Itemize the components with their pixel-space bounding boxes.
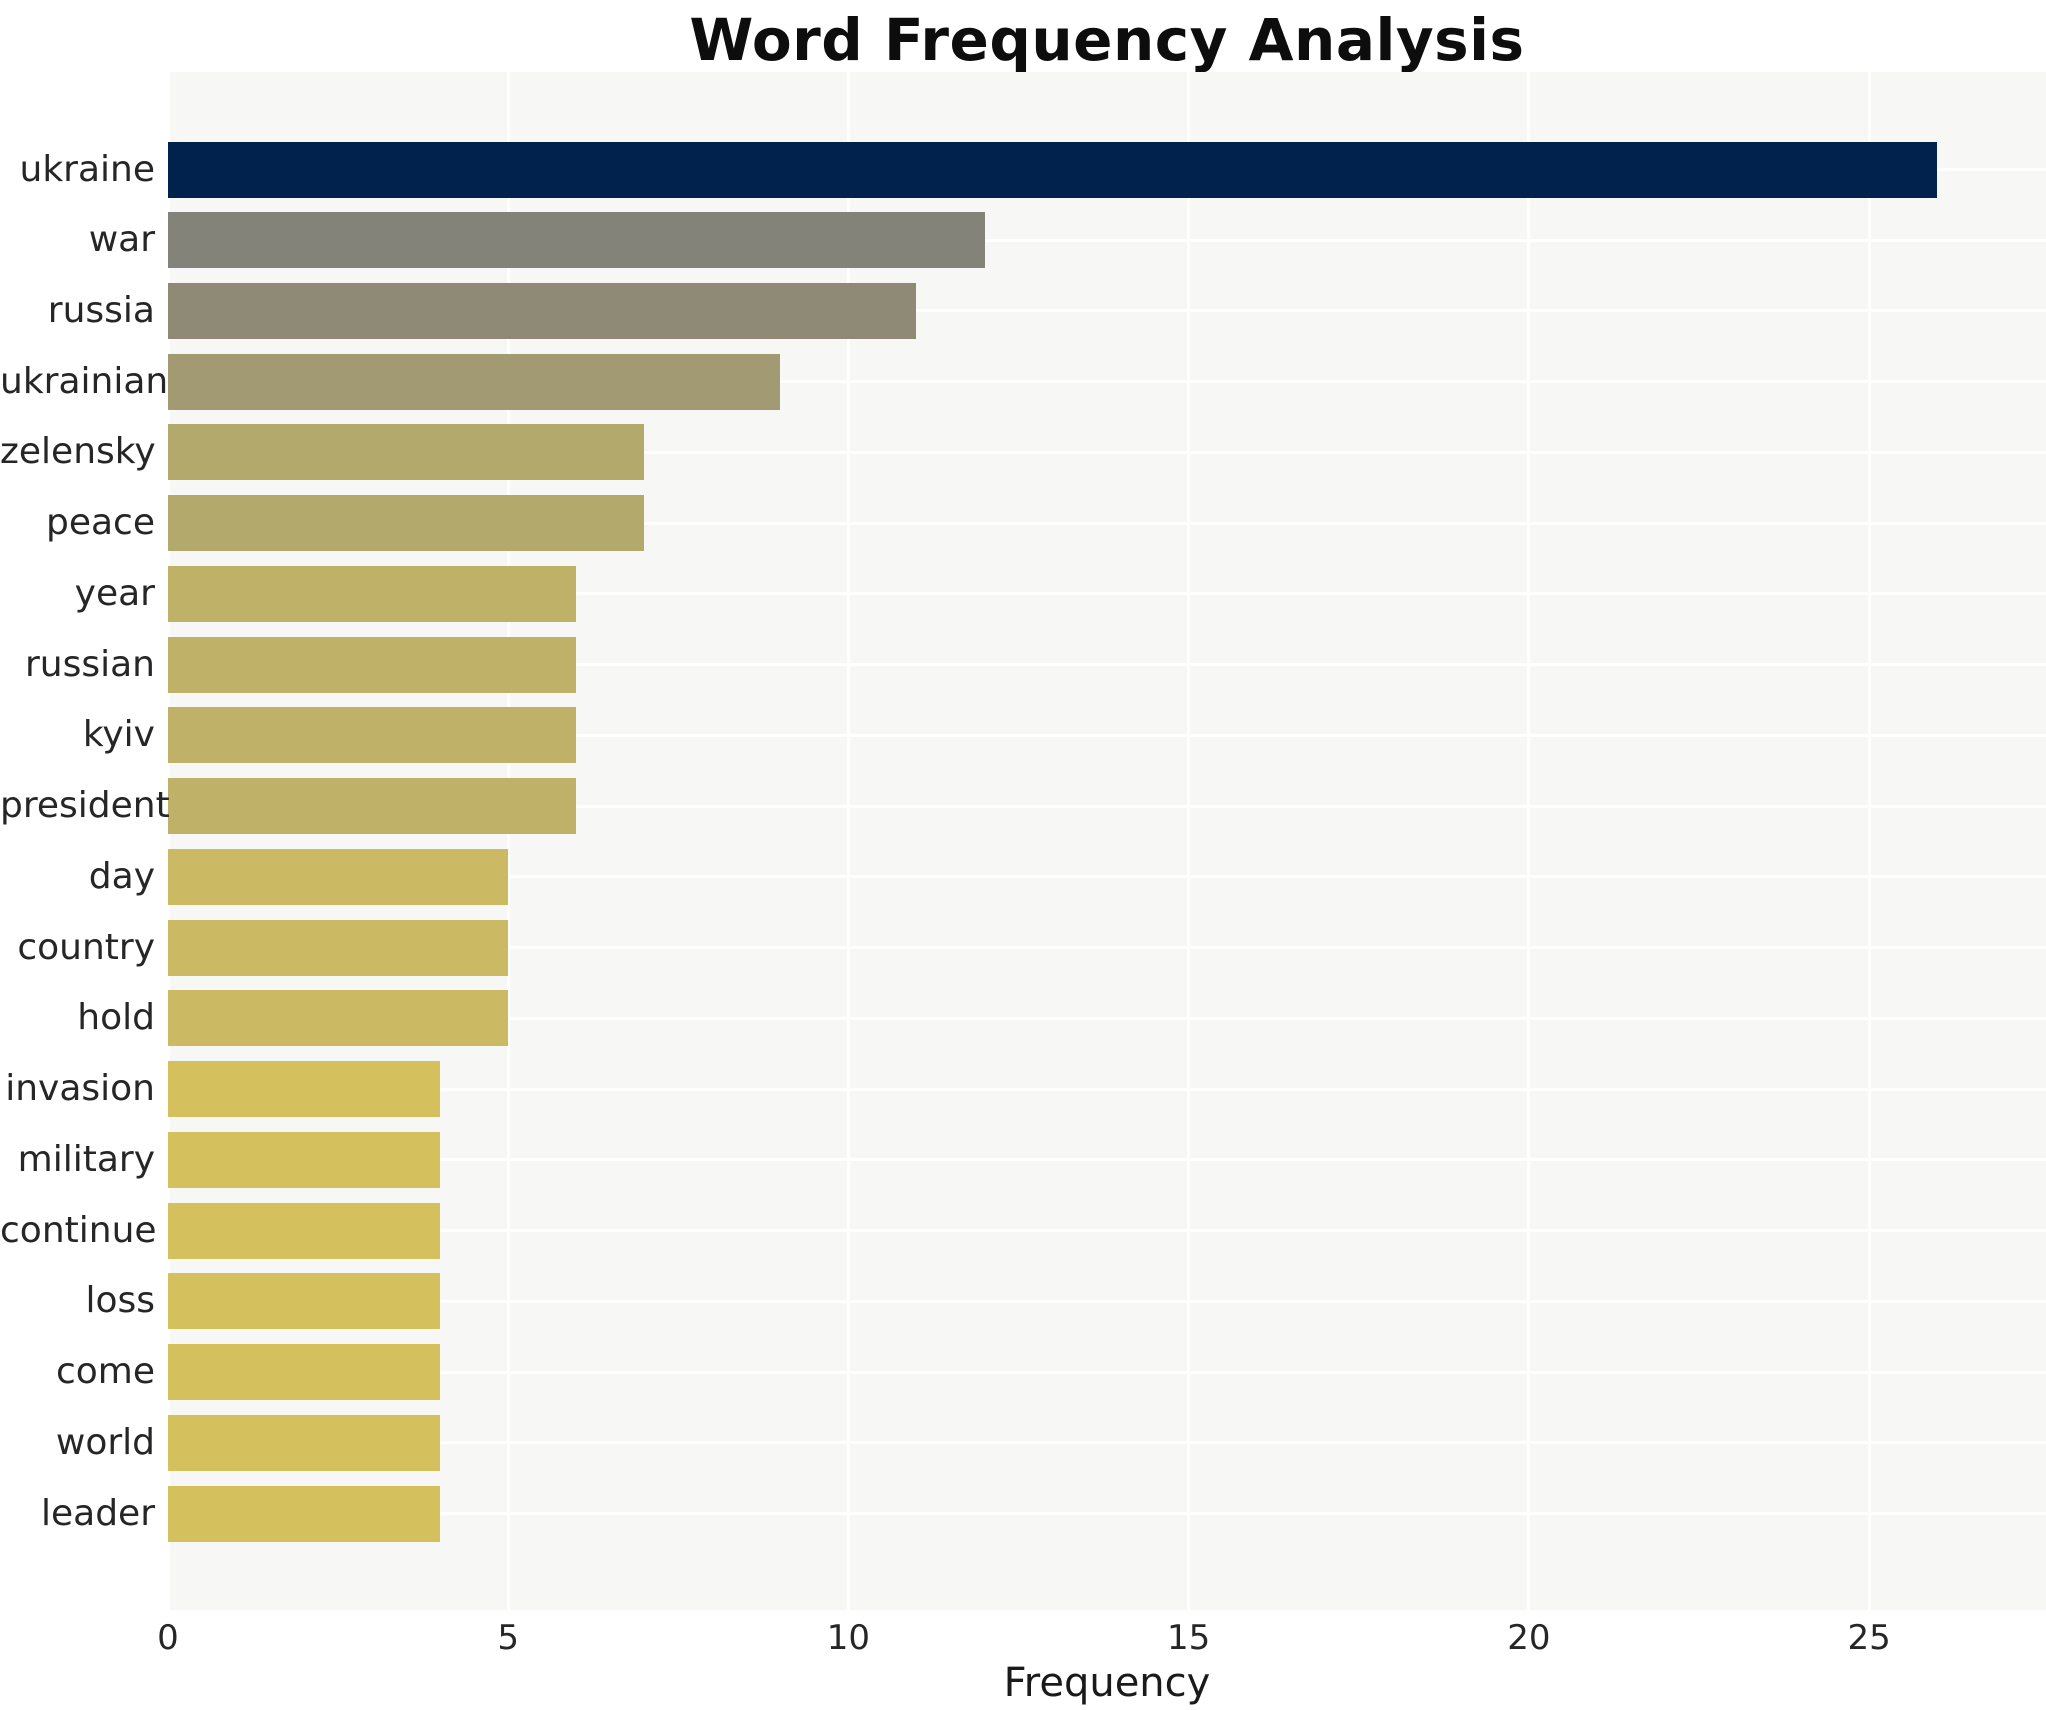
bar-ukraine: [168, 141, 1938, 198]
y-gridline: [168, 1299, 2046, 1303]
y-tick-label: come: [55, 1351, 155, 1393]
plot-area: [166, 72, 2046, 1610]
y-gridline: [168, 1016, 2046, 1020]
y-tick-label: russian: [24, 643, 155, 685]
x-gridline: [166, 72, 170, 1610]
y-gridline: [168, 875, 2046, 879]
y-tick-label: zelensky: [0, 431, 156, 473]
y-tick-label: russia: [47, 289, 155, 331]
y-gridline: [168, 733, 2046, 737]
bar-year: [168, 565, 577, 622]
y-tick-label: world: [55, 1421, 155, 1463]
x-axis-label: Frequency: [1003, 1660, 1211, 1706]
bar-military: [168, 1131, 441, 1188]
bar-russia: [168, 282, 917, 339]
x-gridline: [506, 72, 510, 1610]
y-tick-label: military: [17, 1138, 155, 1180]
bar-peace: [168, 495, 645, 552]
bar-invasion: [168, 1061, 441, 1118]
y-tick-label: country: [17, 926, 155, 968]
bar-zelensky: [168, 424, 645, 481]
y-gridline: [168, 1512, 2046, 1516]
bar-leader: [168, 1485, 441, 1542]
y-gridline: [168, 1370, 2046, 1374]
bar-russian: [168, 636, 577, 693]
y-gridline: [168, 238, 2046, 242]
y-tick-label: ukrainian: [0, 360, 169, 402]
y-gridline: [168, 1441, 2046, 1445]
y-tick-label: day: [88, 855, 155, 897]
x-tick-label: 0: [157, 1618, 179, 1658]
y-gridline: [168, 450, 2046, 454]
y-tick-label: peace: [45, 502, 155, 544]
x-tick-label: 20: [1507, 1618, 1551, 1658]
x-gridline: [1867, 72, 1871, 1610]
y-gridline: [168, 380, 2046, 384]
y-gridline: [168, 521, 2046, 525]
y-tick-label: invasion: [5, 1068, 155, 1110]
bar-continue: [168, 1202, 441, 1259]
y-gridline: [168, 1087, 2046, 1091]
x-tick-label: 15: [1167, 1618, 1211, 1658]
x-tick-label: 10: [826, 1618, 871, 1658]
y-tick-label: kyiv: [82, 714, 155, 756]
bar-ukrainian: [168, 353, 781, 410]
y-gridline: [168, 1158, 2046, 1162]
y-tick-label: year: [74, 572, 155, 614]
y-gridline: [168, 592, 2046, 596]
y-gridline: [168, 1229, 2046, 1233]
bar-world: [168, 1414, 441, 1471]
y-tick-label: president: [0, 785, 170, 827]
bar-president: [168, 778, 577, 835]
x-tick-label: 25: [1847, 1618, 1891, 1658]
y-tick-label: war: [88, 219, 155, 261]
y-tick-label: continue: [0, 1209, 157, 1251]
y-tick-label: ukraine: [19, 148, 156, 190]
chart-title: Word Frequency Analysis: [689, 6, 1525, 74]
x-gridline: [1187, 72, 1191, 1610]
bar-day: [168, 848, 509, 905]
y-gridline: [168, 309, 2046, 313]
x-tick-label: 5: [497, 1618, 520, 1658]
bar-country: [168, 919, 509, 976]
y-gridline: [168, 946, 2046, 950]
bar-come: [168, 1344, 441, 1401]
bar-loss: [168, 1273, 441, 1330]
bar-hold: [168, 990, 509, 1047]
y-tick-label: hold: [77, 997, 155, 1039]
y-gridline: [168, 804, 2046, 808]
bar-kyiv: [168, 707, 577, 764]
y-tick-label: leader: [40, 1492, 155, 1534]
x-gridline: [846, 72, 850, 1610]
y-tick-label: loss: [85, 1280, 155, 1322]
x-gridline: [1527, 72, 1531, 1610]
y-gridline: [168, 663, 2046, 667]
bar-war: [168, 212, 985, 269]
